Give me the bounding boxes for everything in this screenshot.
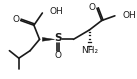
Text: O: O	[55, 51, 62, 60]
Polygon shape	[42, 37, 55, 41]
Text: O: O	[89, 3, 96, 12]
Text: O: O	[12, 15, 19, 24]
Text: NH₂: NH₂	[81, 46, 98, 55]
Text: S: S	[55, 33, 62, 43]
Text: OH: OH	[122, 11, 136, 20]
Text: OH: OH	[50, 7, 64, 16]
